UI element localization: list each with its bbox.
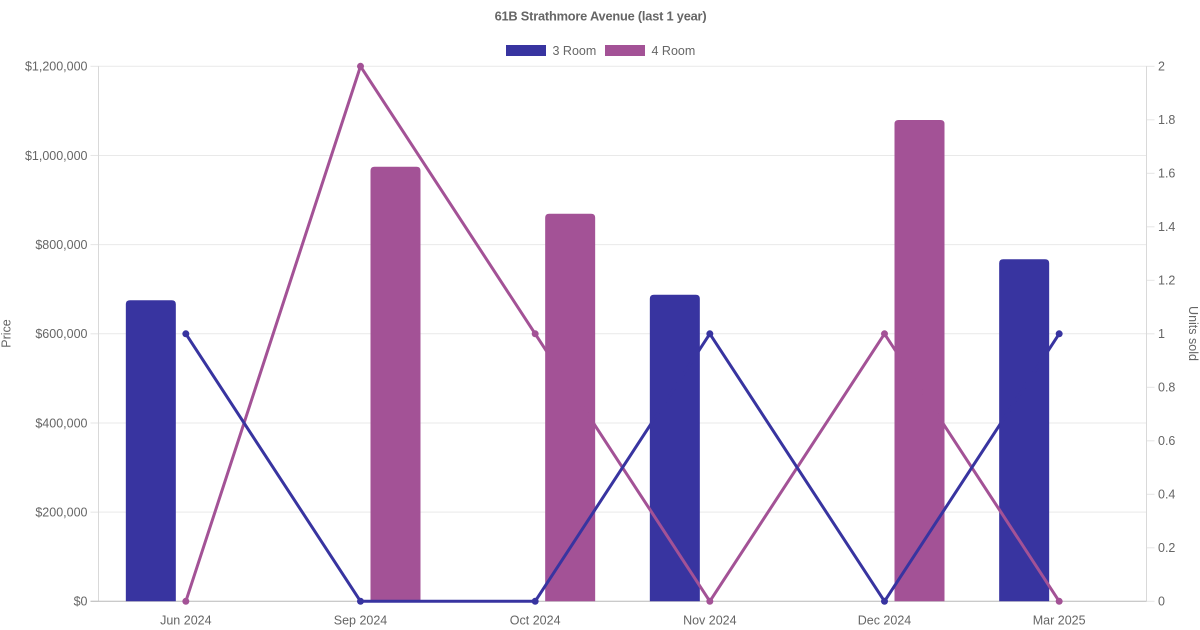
svg-text:0.4: 0.4 <box>1158 488 1175 502</box>
svg-text:$0: $0 <box>74 595 88 609</box>
svg-text:Dec 2024: Dec 2024 <box>858 614 912 628</box>
svg-text:Oct 2024: Oct 2024 <box>510 614 561 628</box>
svg-text:$400,000: $400,000 <box>35 416 87 430</box>
svg-text:0: 0 <box>1158 595 1165 609</box>
svg-text:0.8: 0.8 <box>1158 381 1175 395</box>
svg-text:$1,200,000: $1,200,000 <box>25 60 88 74</box>
svg-text:Units sold: Units sold <box>1186 306 1200 361</box>
svg-text:1.8: 1.8 <box>1158 113 1175 127</box>
svg-text:Sep 2024: Sep 2024 <box>334 614 388 628</box>
svg-text:0.6: 0.6 <box>1158 434 1175 448</box>
svg-text:Mar 2025: Mar 2025 <box>1033 614 1086 628</box>
svg-text:4 Room: 4 Room <box>652 44 696 58</box>
svg-text:1.6: 1.6 <box>1158 167 1175 181</box>
svg-text:$1,000,000: $1,000,000 <box>25 149 88 163</box>
svg-text:3 Room: 3 Room <box>553 44 597 58</box>
svg-text:1.2: 1.2 <box>1158 274 1175 288</box>
svg-text:61B Strathmore Avenue (last 1: 61B Strathmore Avenue (last 1 year) <box>495 8 707 23</box>
svg-text:$600,000: $600,000 <box>35 327 87 341</box>
svg-text:1.4: 1.4 <box>1158 220 1175 234</box>
svg-text:$200,000: $200,000 <box>35 505 87 519</box>
svg-text:Price: Price <box>0 319 14 348</box>
svg-text:2: 2 <box>1158 60 1165 74</box>
svg-text:Jun 2024: Jun 2024 <box>160 614 211 628</box>
svg-text:1: 1 <box>1158 327 1165 341</box>
svg-text:0.2: 0.2 <box>1158 541 1175 555</box>
svg-text:Nov 2024: Nov 2024 <box>683 614 737 628</box>
svg-text:$800,000: $800,000 <box>35 238 87 252</box>
